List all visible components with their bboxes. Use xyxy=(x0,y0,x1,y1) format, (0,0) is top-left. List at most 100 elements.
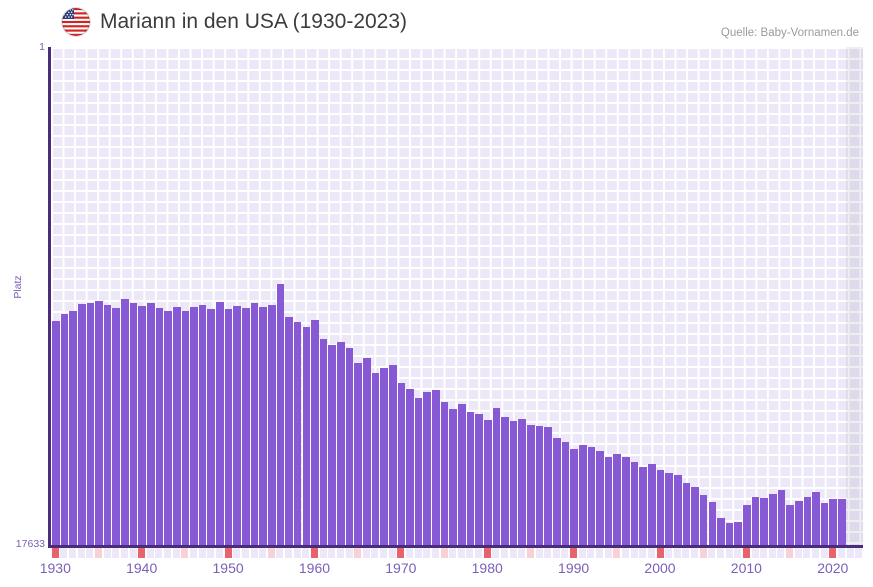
x-axis-tick-mark xyxy=(829,548,837,558)
bar[interactable] xyxy=(85,303,95,546)
bar[interactable] xyxy=(439,402,449,546)
bar[interactable] xyxy=(68,310,77,546)
bar[interactable] xyxy=(828,498,838,546)
bar[interactable] xyxy=(76,303,86,546)
chart-title: Mariann in den USA (1930-2023) xyxy=(100,10,408,33)
bar[interactable] xyxy=(517,418,527,546)
bar[interactable] xyxy=(422,392,432,546)
bar[interactable] xyxy=(457,404,466,546)
bar[interactable] xyxy=(154,308,164,546)
bar[interactable] xyxy=(344,348,354,546)
bar[interactable] xyxy=(638,466,648,546)
bar[interactable] xyxy=(569,448,578,546)
bar[interactable] xyxy=(474,414,483,546)
bar[interactable] xyxy=(102,305,112,546)
bar[interactable] xyxy=(413,398,423,546)
bar[interactable] xyxy=(111,307,121,546)
x-axis-tick-mark xyxy=(855,548,863,558)
bar[interactable] xyxy=(707,502,717,546)
bar[interactable] xyxy=(215,301,224,546)
bar[interactable] xyxy=(51,320,60,546)
bar[interactable] xyxy=(508,421,518,546)
bar[interactable] xyxy=(672,474,682,546)
x-axis-tick-label: 1940 xyxy=(126,560,158,576)
bar[interactable] xyxy=(482,419,492,546)
bar[interactable] xyxy=(716,518,725,546)
bar[interactable] xyxy=(776,489,786,546)
bar[interactable] xyxy=(621,456,630,546)
bar[interactable] xyxy=(448,408,457,546)
bar[interactable] xyxy=(577,445,587,546)
bar[interactable] xyxy=(724,522,734,546)
bar[interactable] xyxy=(603,457,613,546)
bar[interactable] xyxy=(94,301,103,546)
bar[interactable] xyxy=(249,302,259,546)
bar[interactable] xyxy=(431,389,440,546)
bar[interactable] xyxy=(370,372,380,546)
bar[interactable] xyxy=(595,451,604,546)
bar[interactable] xyxy=(59,314,69,546)
bar[interactable] xyxy=(310,320,319,546)
bar[interactable] xyxy=(206,309,216,546)
bar[interactable] xyxy=(163,310,172,546)
bar[interactable] xyxy=(301,326,311,546)
bar[interactable] xyxy=(128,303,138,546)
bar[interactable] xyxy=(232,305,242,546)
bar[interactable] xyxy=(387,364,397,546)
bar[interactable] xyxy=(767,493,777,546)
bar[interactable] xyxy=(811,492,820,546)
bar[interactable] xyxy=(197,305,207,546)
bar[interactable] xyxy=(647,464,656,546)
bar[interactable] xyxy=(534,426,544,546)
bar[interactable] xyxy=(526,425,535,546)
bar[interactable] xyxy=(327,345,337,546)
bar[interactable] xyxy=(241,307,250,546)
bar[interactable] xyxy=(396,383,406,546)
bar[interactable] xyxy=(465,412,475,546)
bar[interactable] xyxy=(146,302,155,546)
bar[interactable] xyxy=(266,305,276,546)
bar[interactable] xyxy=(733,522,743,546)
bar[interactable] xyxy=(379,368,388,546)
bar[interactable] xyxy=(405,389,414,546)
bar[interactable] xyxy=(171,307,181,546)
bar[interactable] xyxy=(759,497,768,546)
bar[interactable] xyxy=(284,316,293,546)
bar[interactable] xyxy=(137,305,146,546)
bar[interactable] xyxy=(258,307,267,546)
bar[interactable] xyxy=(500,416,509,546)
bar[interactable] xyxy=(223,309,233,546)
bar[interactable] xyxy=(629,462,639,546)
bar[interactable] xyxy=(318,339,328,546)
bar[interactable] xyxy=(785,504,794,546)
x-axis-tick-mark xyxy=(310,548,318,558)
bar[interactable] xyxy=(655,469,665,546)
bar[interactable] xyxy=(543,427,552,546)
bar[interactable] xyxy=(292,322,302,546)
bar[interactable] xyxy=(275,284,285,546)
bar[interactable] xyxy=(361,358,371,546)
bar[interactable] xyxy=(819,503,829,546)
bar[interactable] xyxy=(690,487,699,546)
bar[interactable] xyxy=(612,453,622,546)
x-axis-tick-label: 1950 xyxy=(212,560,244,576)
bar[interactable] xyxy=(664,472,673,546)
bar[interactable] xyxy=(353,363,362,546)
bar[interactable] xyxy=(837,499,846,546)
bar[interactable] xyxy=(586,446,596,546)
x-axis-tick-mark xyxy=(77,548,85,558)
bar[interactable] xyxy=(742,505,751,546)
bar[interactable] xyxy=(793,501,803,546)
bar[interactable] xyxy=(750,496,760,546)
bar[interactable] xyxy=(189,306,198,546)
bar[interactable] xyxy=(698,494,708,546)
shaded-region xyxy=(845,47,863,546)
bar[interactable] xyxy=(802,496,812,546)
bar[interactable] xyxy=(336,342,345,546)
bar[interactable] xyxy=(681,482,691,546)
bar[interactable] xyxy=(180,311,190,546)
bar[interactable] xyxy=(491,408,501,546)
bar[interactable] xyxy=(120,298,129,546)
bar[interactable] xyxy=(552,437,561,546)
bar[interactable] xyxy=(560,442,570,546)
